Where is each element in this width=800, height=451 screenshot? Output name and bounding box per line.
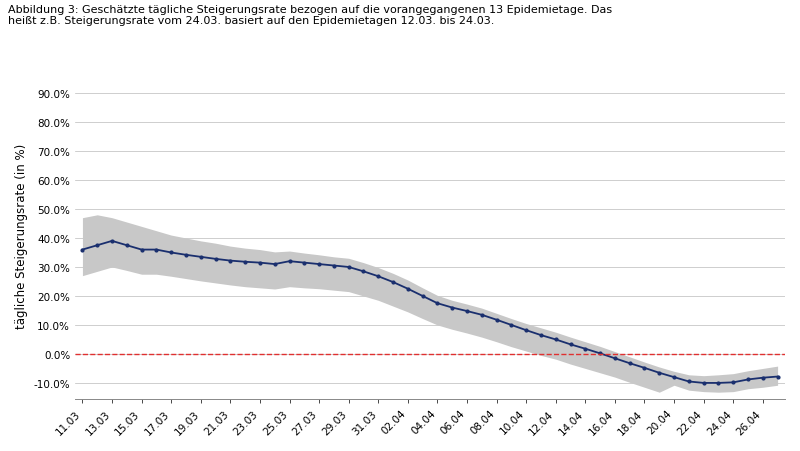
Y-axis label: tägliche Steigerungsrate (in %): tägliche Steigerungsrate (in %) — [15, 144, 28, 329]
Text: Abbildung 3: Geschätzte tägliche Steigerungsrate bezogen auf die vorangegangenen: Abbildung 3: Geschätzte tägliche Steiger… — [8, 5, 612, 26]
